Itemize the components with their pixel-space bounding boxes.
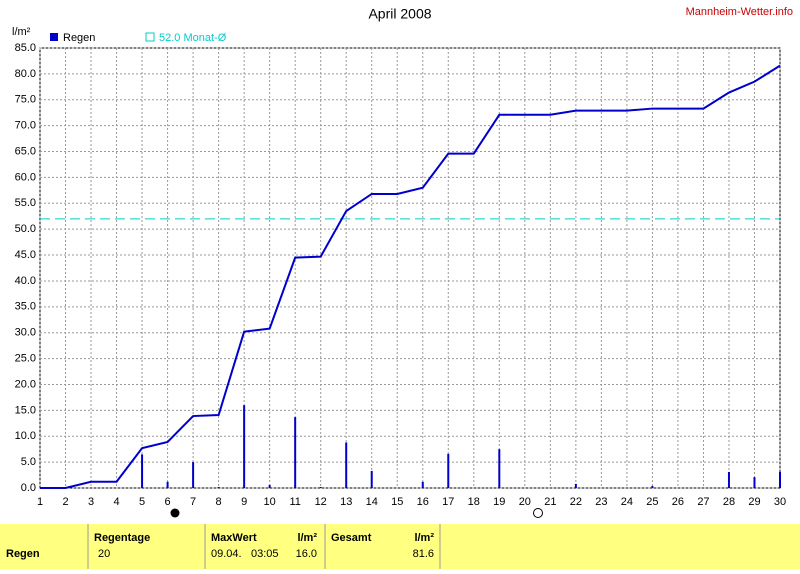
bar [447,453,450,488]
footer-row-label: Regen [6,548,40,560]
y-tick-label: 70.0 [15,120,36,132]
y-axis-label: l/m² [12,26,31,38]
legend-label: Regen [63,32,95,44]
y-tick-label: 55.0 [15,197,36,209]
bar [370,470,373,488]
x-tick-label: 23 [595,496,607,508]
footer: Regentage MaxWert l/m² Gesamt l/m² Regen… [0,524,800,569]
footer-header: Regentage [94,532,150,544]
x-tick-label: 10 [264,496,276,508]
x-tick-label: 27 [697,496,709,508]
x-tick-label: 6 [165,496,171,508]
y-tick-label: 50.0 [15,223,36,235]
full-moon-icon [533,508,543,518]
bar [753,477,756,488]
bar [268,484,271,488]
y-tick-label: 20.0 [15,378,36,390]
footer-value: 20 [98,548,110,560]
x-tick-label: 2 [62,496,68,508]
y-tick-label: 65.0 [15,145,36,157]
y-tick-label: 5.0 [21,456,36,468]
x-tick-label: 30 [774,496,786,508]
bar [727,471,730,488]
x-tick-label: 11 [289,496,300,508]
y-tick-label: 60.0 [15,171,36,183]
footer-value: 03:05 [251,548,279,560]
bar [345,442,348,488]
bar [651,485,654,488]
bar [141,454,144,488]
footer-value: 09.04. [211,548,242,560]
y-tick-label: 45.0 [15,249,36,261]
new-moon-icon [170,508,180,518]
x-tick-label: 19 [493,496,505,508]
x-tick-label: 22 [570,496,582,508]
cumulative-line [40,64,781,489]
legend-swatch [145,32,155,42]
x-tick-label: 24 [621,496,633,508]
footer-unit: l/m² [297,532,317,544]
y-tick-label: 30.0 [15,327,36,339]
x-tick-label: 25 [646,496,658,508]
y-tick-label: 35.0 [15,301,36,313]
y-tick-label: 10.0 [15,430,36,442]
footer-header: MaxWert [211,532,257,544]
x-tick-label: 8 [216,496,222,508]
y-tick-label: 0.0 [21,482,36,494]
footer-unit: l/m² [414,532,434,544]
bar [498,449,501,488]
x-tick-label: 20 [519,496,531,508]
legend-label: 52.0 Monat-Ø [159,32,227,44]
source: Mannheim-Wetter.info [686,6,793,18]
x-tick-label: 3 [88,496,94,508]
bar [779,471,781,488]
x-tick-label: 15 [391,496,403,508]
x-tick-label: 4 [113,496,119,508]
legend-swatch [50,33,58,41]
chart-title: April 2008 [368,6,431,22]
y-tick-label: 40.0 [15,275,36,287]
plot-frame [39,47,781,489]
bar [217,486,220,488]
y-tick-label: 75.0 [15,94,36,106]
footer-header: Gesamt [331,532,372,544]
y-tick-label: 80.0 [15,68,36,80]
footer-bg [0,524,800,569]
x-tick-label: 29 [748,496,760,508]
bar [574,483,577,488]
footer-value: 16.0 [296,548,317,560]
x-tick-label: 9 [241,496,247,508]
x-tick-label: 13 [340,496,352,508]
x-tick-label: 14 [366,496,378,508]
x-tick-label: 26 [672,496,684,508]
footer-value: 81.6 [413,548,434,560]
bar [166,481,169,488]
bar [421,481,424,488]
bar [319,486,322,488]
x-tick-label: 17 [442,496,454,508]
y-tick-label: 85.0 [15,42,36,54]
bar [243,405,246,488]
bar [294,417,297,488]
y-tick-label: 15.0 [15,404,36,416]
x-tick-label: 28 [723,496,735,508]
x-tick-label: 12 [315,496,327,508]
bar [192,462,195,488]
x-tick-label: 5 [139,496,145,508]
y-tick-label: 25.0 [15,352,36,364]
x-tick-label: 18 [468,496,480,508]
x-tick-label: 7 [190,496,196,508]
x-tick-label: 21 [544,496,556,508]
x-tick-label: 16 [417,496,429,508]
x-tick-label: 1 [37,496,43,508]
